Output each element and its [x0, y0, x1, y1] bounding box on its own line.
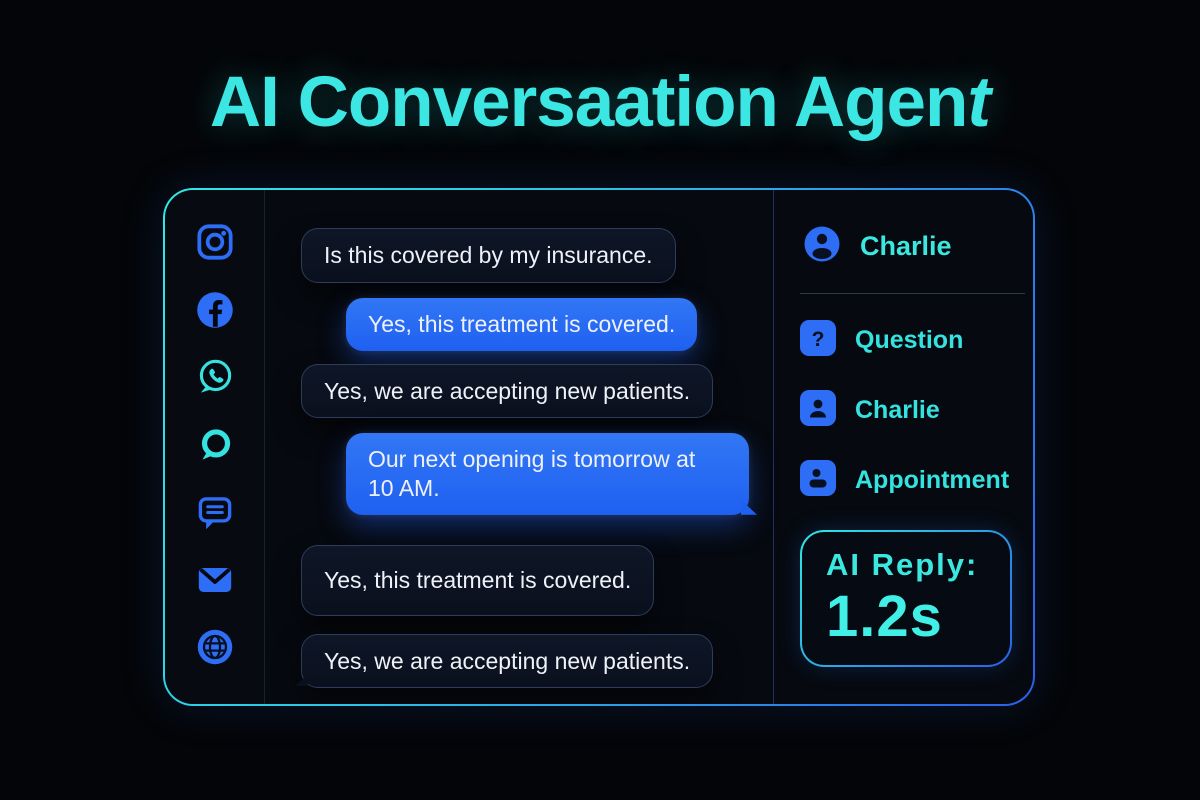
page-title-italic: t: [967, 63, 991, 142]
channel-chat[interactable]: [192, 424, 238, 470]
contact-panel: Charlie ? Question: [773, 190, 1033, 704]
page-title: AI Conversaation Agent: [0, 62, 1200, 143]
ai-reply-card-inner: AI Reply: 1.2s: [802, 532, 1010, 665]
svg-text:?: ?: [812, 328, 825, 351]
chat-bubble-icon: [192, 422, 238, 473]
tag-contact[interactable]: Charlie: [800, 390, 1033, 431]
chat-message-sent: Our next opening is tomorrow at 10 AM.: [346, 433, 749, 515]
chat-message-received: Yes, we are accepting new patients.: [301, 633, 714, 689]
tag-list: ? Question Charlie: [800, 320, 1033, 501]
tag-appointment[interactable]: Appointment: [800, 460, 1033, 501]
page-title-regular: AI Conversaation Agen: [209, 63, 969, 142]
chat-message-received: Yes, this treatment is covered.: [301, 544, 655, 616]
tag-question[interactable]: ? Question: [800, 320, 1033, 361]
channel-sidebar: [165, 190, 265, 704]
instagram-icon: [192, 219, 238, 270]
web-globe-icon: [192, 624, 238, 675]
channel-web[interactable]: [192, 627, 238, 673]
channel-facebook[interactable]: [192, 289, 238, 335]
agent-panel-inner: Is this covered by my insurance. Yes, th…: [165, 190, 1033, 704]
tag-label: Appointment: [855, 466, 1010, 494]
ai-reply-card: AI Reply: 1.2s: [800, 530, 1012, 667]
ai-reply-value: 1.2s: [826, 584, 943, 649]
question-icon: ?: [800, 320, 836, 361]
channel-email[interactable]: [192, 559, 238, 605]
ai-reply-label: AI Reply:: [826, 547, 979, 582]
chat-message-received: Is this covered by my insurance.: [301, 228, 676, 283]
contact-icon: [800, 390, 836, 431]
contact-name: Charlie: [860, 231, 952, 261]
contact-header[interactable]: Charlie: [800, 208, 1033, 293]
appointment-icon: [800, 460, 836, 501]
chat-area: Is this covered by my insurance. Yes, th…: [265, 190, 773, 704]
chat-message-sent: Yes, this treatment is covered.: [346, 297, 698, 351]
tag-label: Charlie: [855, 396, 940, 424]
channel-whatsapp[interactable]: [192, 357, 238, 403]
avatar: [800, 222, 844, 271]
facebook-icon: [192, 287, 238, 338]
tag-label: Question: [855, 326, 964, 354]
whatsapp-icon: [192, 354, 238, 405]
email-icon: [192, 557, 238, 608]
channel-instagram[interactable]: [192, 222, 238, 268]
sms-icon: [192, 489, 238, 540]
agent-panel: Is this covered by my insurance. Yes, th…: [163, 188, 1035, 706]
channel-sms[interactable]: [192, 492, 238, 538]
chat-message-received: Yes, we are accepting new patients.: [301, 363, 714, 419]
divider: [800, 293, 1025, 294]
